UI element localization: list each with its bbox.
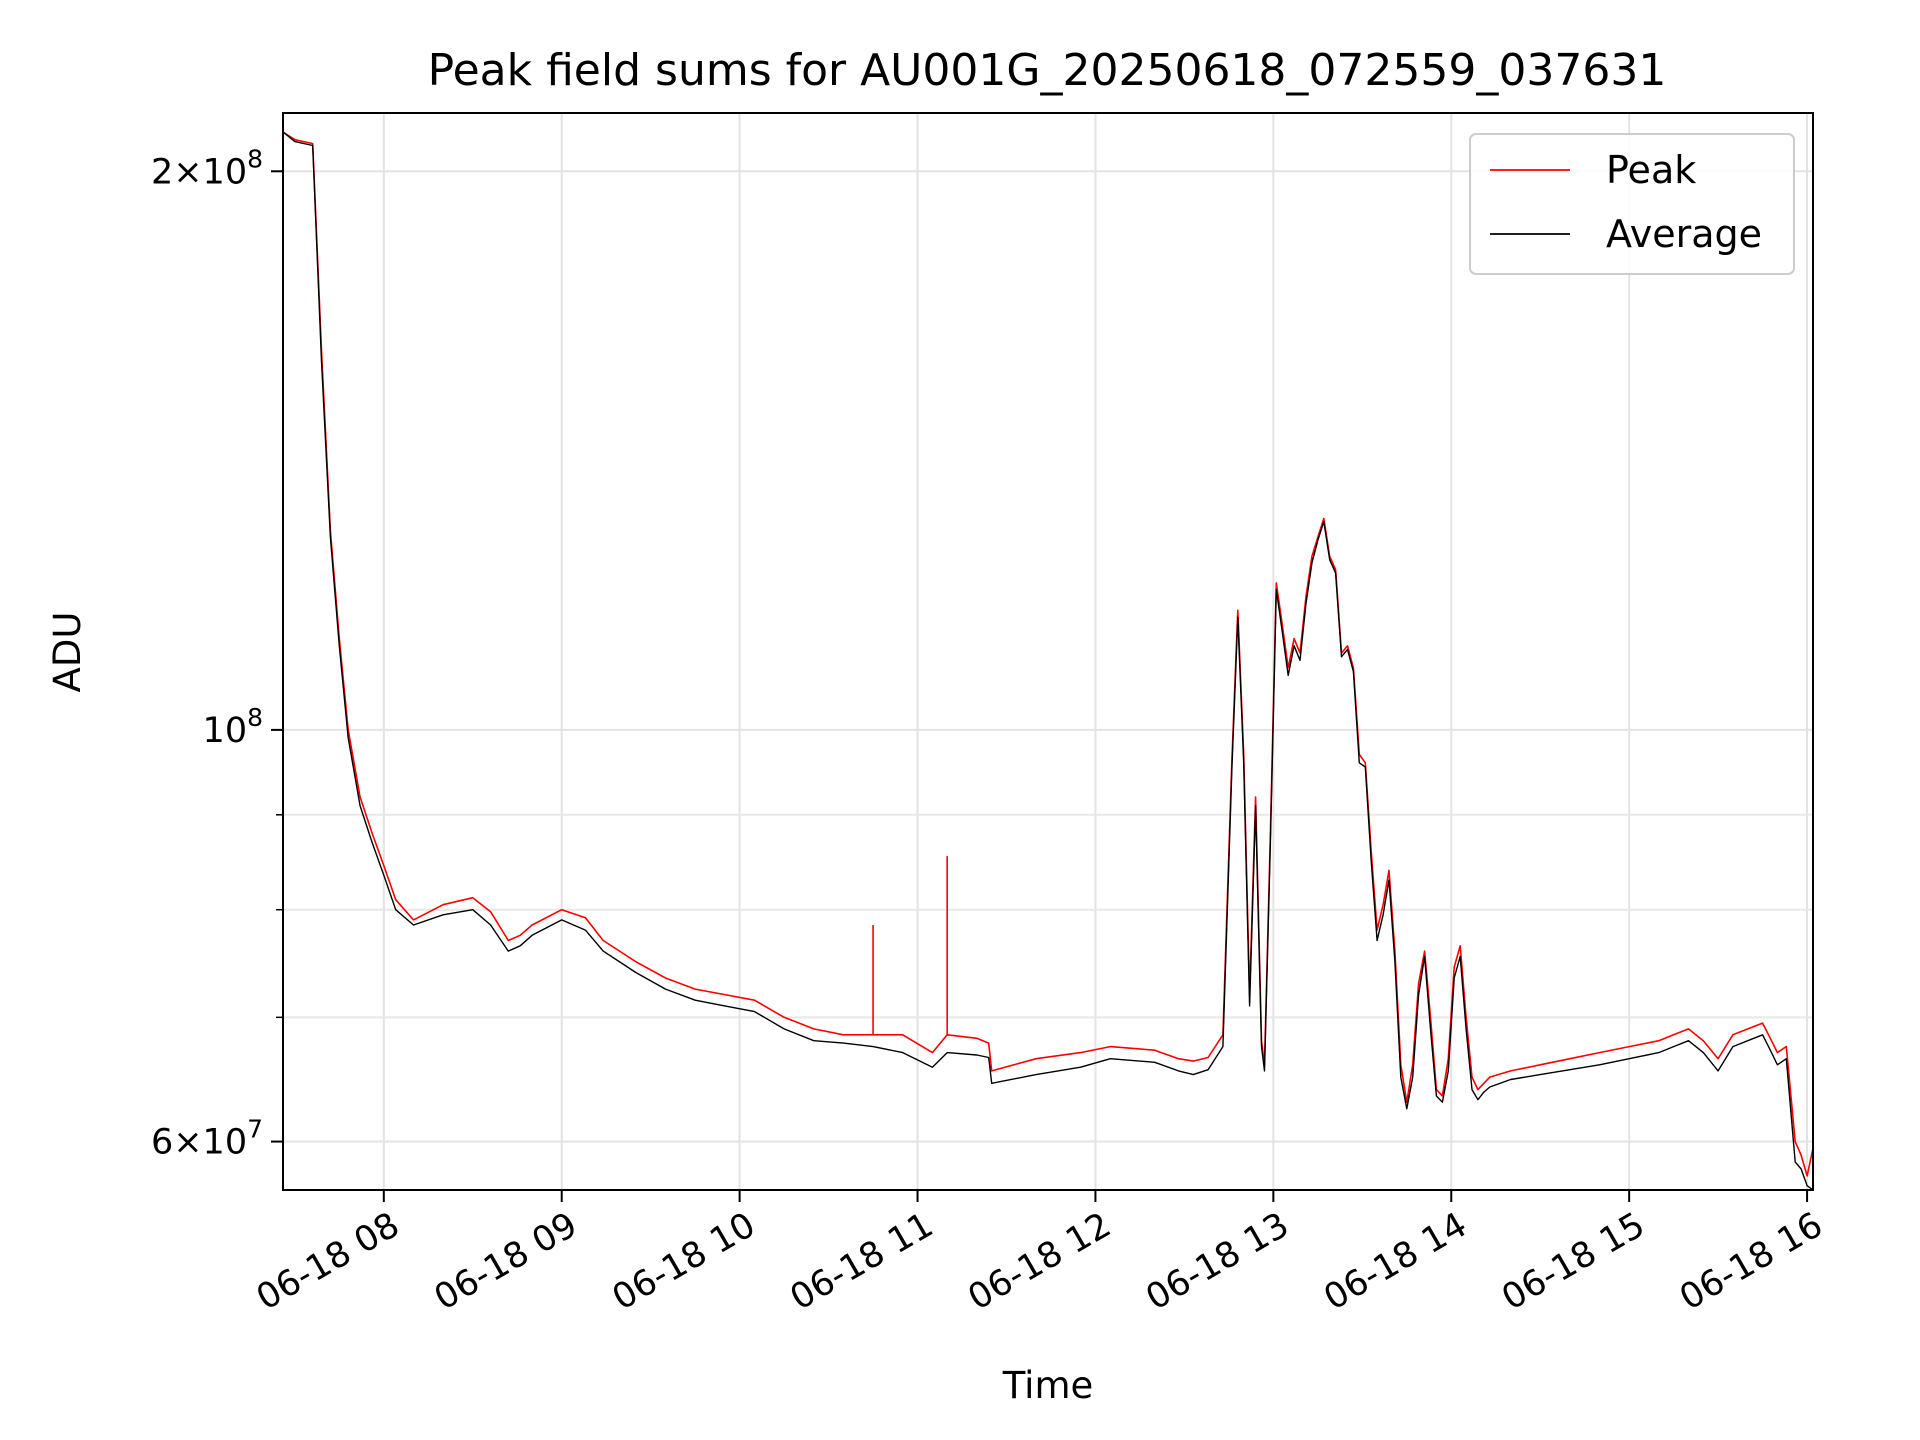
y-tick-label: 2×108: [151, 144, 263, 192]
y-tick-times: ×: [173, 1123, 202, 1163]
y-tick-times: ×: [173, 152, 202, 192]
y-tick-label: 108: [203, 703, 263, 751]
plot-series: [283, 131, 1813, 1190]
series-line-average: [283, 131, 1813, 1190]
y-tick-base: 10: [203, 711, 248, 751]
y-tick-exponent: 7: [247, 1115, 263, 1144]
legend: Peak Average: [1469, 133, 1795, 275]
chart-title: Peak field sums for AU001G_20250618_0725…: [428, 45, 1667, 96]
y-tick-base: 10: [203, 1123, 248, 1163]
y-tick-base: 10: [203, 152, 248, 192]
legend-label-average: Average: [1606, 212, 1762, 256]
y-tick-mantissa: 2: [151, 152, 173, 192]
series-line-peak: [283, 131, 1813, 1177]
y-tick-exponent: 8: [247, 144, 263, 173]
plot-frame: [282, 112, 1814, 1191]
x-axis-label: Time: [1002, 1364, 1094, 1407]
legend-box: [1469, 133, 1795, 275]
y-tick-label: 6×107: [151, 1115, 263, 1163]
y-tick-mantissa: 6: [151, 1123, 173, 1163]
y-tick-exponent: 8: [247, 703, 263, 732]
y-axis-label: ADU: [46, 612, 89, 693]
legend-label-peak: Peak: [1606, 148, 1696, 192]
